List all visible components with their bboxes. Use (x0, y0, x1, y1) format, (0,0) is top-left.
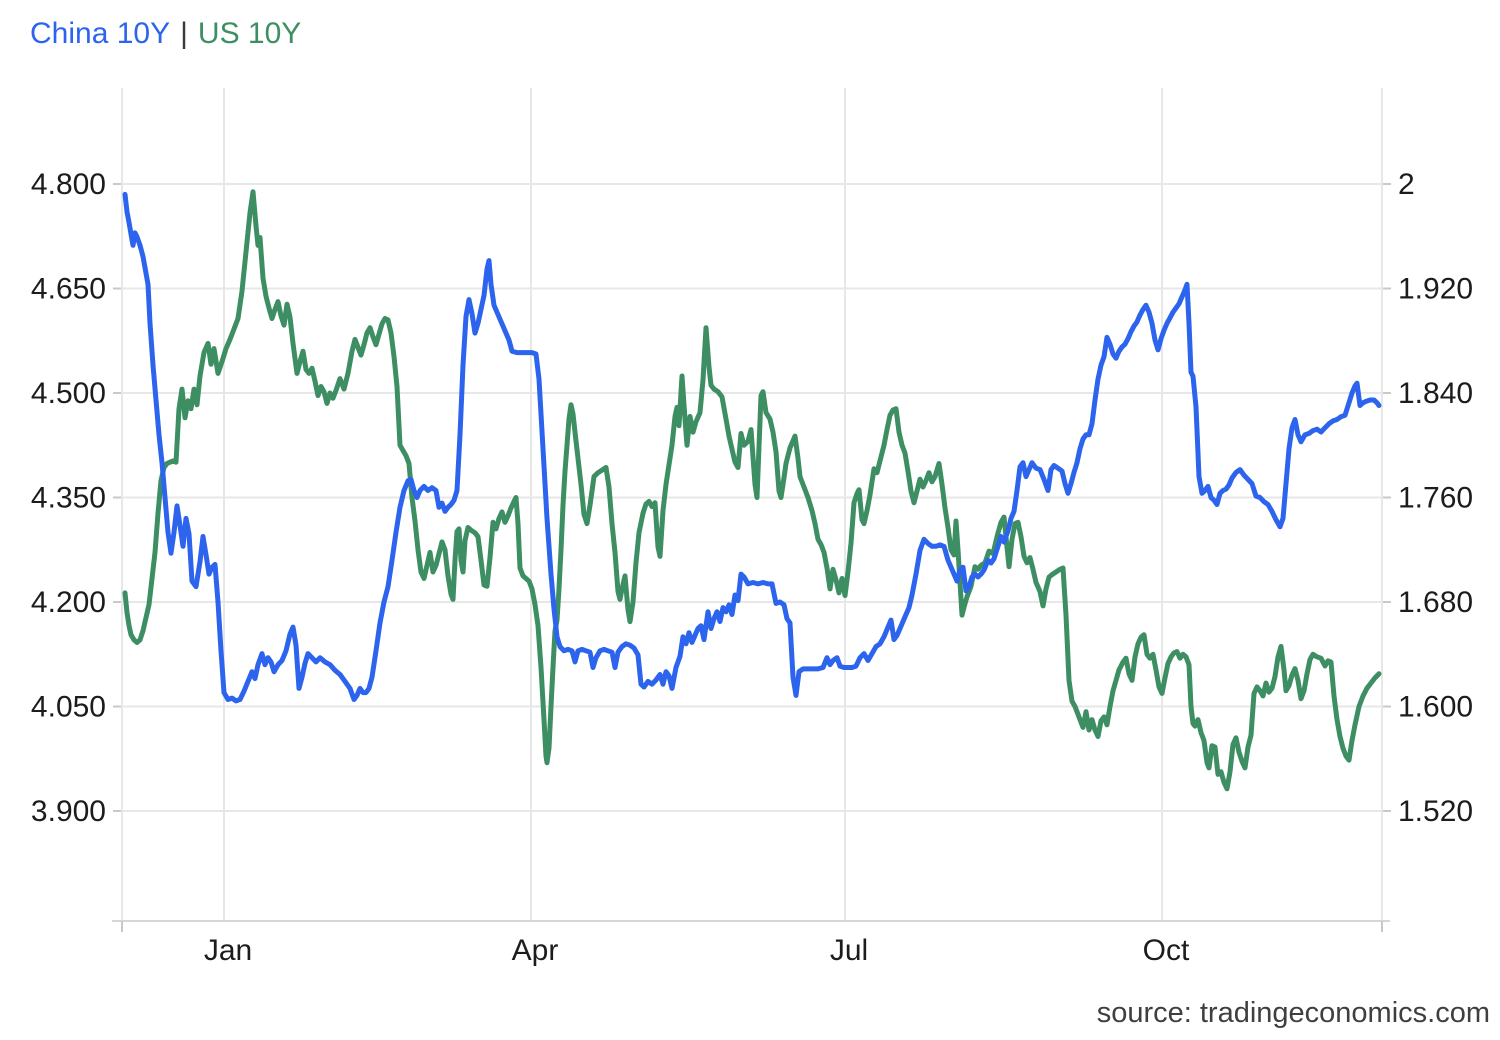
us-10y-line[interactable] (122, 189, 1382, 792)
y-axis-label-left: 4.500 (31, 377, 106, 410)
chart-legend: China 10Y | US 10Y (30, 16, 301, 52)
legend-item-china-10y[interactable]: China 10Y (30, 17, 171, 50)
x-axis-label: Oct (1143, 934, 1190, 967)
y-axis-label-right: 1.680 (1398, 586, 1473, 619)
y-axis-label-left: 4.650 (31, 273, 106, 306)
x-axis-label: Jul (830, 934, 868, 967)
y-axis-label-right: 1.600 (1398, 691, 1473, 724)
y-axis-label-right: 1.840 (1398, 377, 1473, 410)
y-axis-label-left: 4.350 (31, 482, 106, 515)
legend-separator: | (180, 17, 188, 50)
x-axis-label: Apr (512, 934, 559, 967)
source-attribution: source: tradingeconomics.com (1096, 997, 1490, 1029)
x-axis-label: Jan (204, 934, 252, 967)
y-axis-label-right: 2 (1398, 168, 1415, 201)
y-axis-label-left: 4.200 (31, 586, 106, 619)
china-10y-line[interactable] (122, 191, 1382, 704)
legend-item-us-10y[interactable]: US 10Y (197, 17, 302, 50)
y-axis-label-right: 1.760 (1398, 482, 1473, 515)
y-axis-label-right: 1.520 (1398, 795, 1473, 828)
y-axis-label-left: 4.800 (31, 168, 106, 201)
y-axis-label-left: 3.900 (31, 795, 106, 828)
y-axis-label-left: 4.050 (31, 691, 106, 724)
y-axis-label-right: 1.920 (1398, 273, 1473, 306)
